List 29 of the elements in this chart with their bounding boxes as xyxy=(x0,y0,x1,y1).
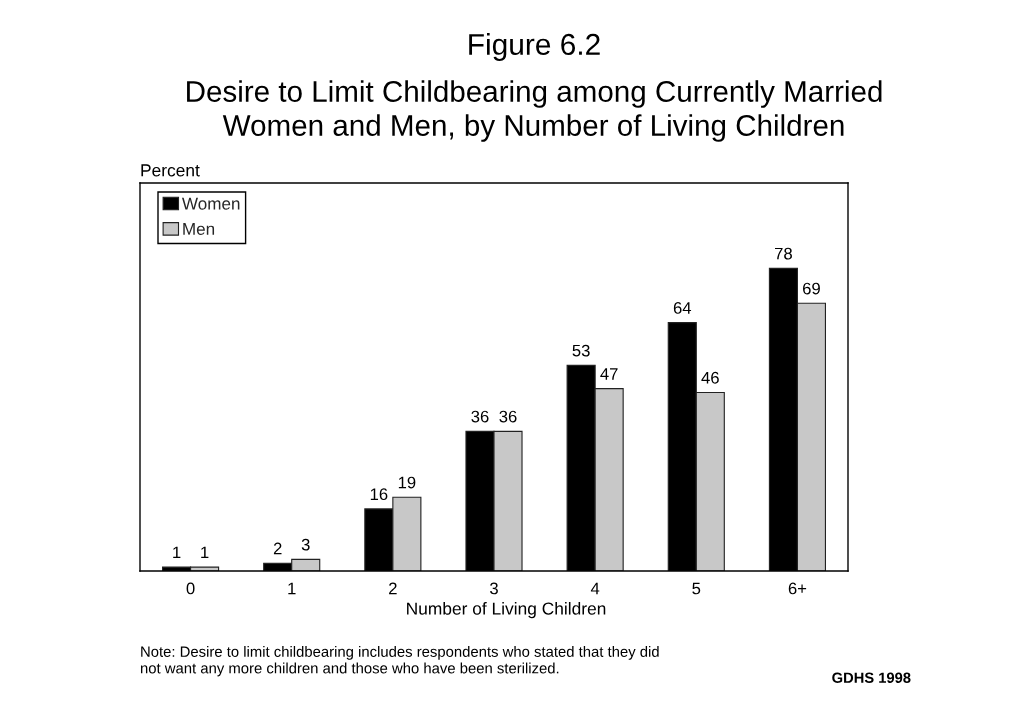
chart-subtitle: Desire to Limit Childbearing among Currently Married Women and Men, by Number of Living Children xyxy=(187,80,882,142)
y-axis-title: Percent xyxy=(141,164,200,177)
chart-title: Figure 6.2 xyxy=(469,33,600,61)
data-label: 53 xyxy=(572,344,590,357)
x-tick-label: 5 xyxy=(692,582,701,595)
data-label: 1 xyxy=(201,546,209,559)
x-tick-label: 1 xyxy=(288,582,296,595)
data-label: 3 xyxy=(301,538,310,551)
data-label: 36 xyxy=(499,410,517,423)
data-label: 19 xyxy=(398,476,416,489)
legend-label: Men xyxy=(183,223,215,235)
x-tick-label: 4 xyxy=(590,582,600,595)
x-axis-title: Number of Living Children xyxy=(407,602,606,619)
x-tick-label: 2 xyxy=(389,582,397,595)
text: GDHS 1998 xyxy=(832,672,911,683)
data-label: 78 xyxy=(775,247,792,260)
legend-label: Women xyxy=(181,197,240,210)
data-label: 36 xyxy=(471,410,489,423)
x-tick-label: 0 xyxy=(186,582,195,595)
data-label: 46 xyxy=(701,371,719,384)
x-tick-label: 3 xyxy=(490,582,498,595)
data-label: 69 xyxy=(803,282,820,295)
data-label: 1 xyxy=(173,546,181,559)
data-label: 2 xyxy=(273,542,282,555)
data-label: 64 xyxy=(673,302,692,314)
data-label: 47 xyxy=(600,368,618,380)
x-tick-label: 6+ xyxy=(788,582,807,595)
text: Note: Desire to limit childbearing includes respondents who stated that they did not want any more children and those who have been sterilized. xyxy=(140,646,659,677)
data-label: 16 xyxy=(370,488,388,501)
